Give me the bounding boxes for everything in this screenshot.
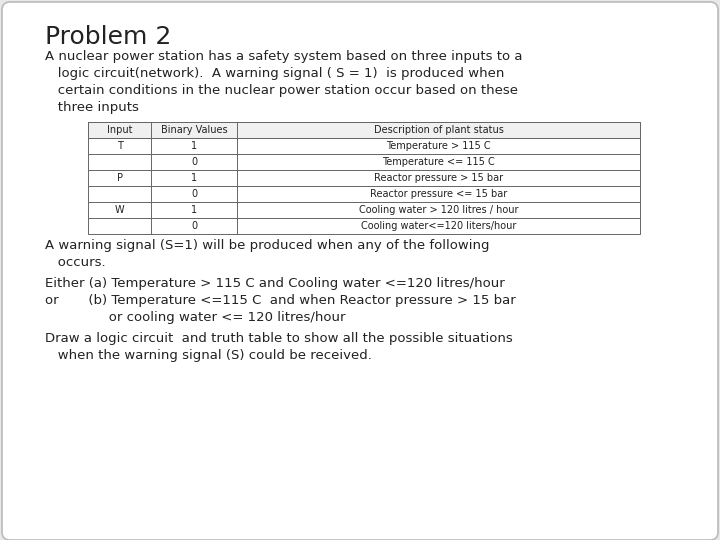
- Text: or       (b) Temperature <=115 C  and when Reactor pressure > 15 bar: or (b) Temperature <=115 C and when Reac…: [45, 294, 516, 307]
- Text: Cooling water > 120 litres / hour: Cooling water > 120 litres / hour: [359, 205, 518, 215]
- Text: Input: Input: [107, 125, 132, 135]
- Text: certain conditions in the nuclear power station occur based on these: certain conditions in the nuclear power …: [45, 84, 518, 97]
- Text: Reactor pressure > 15 bar: Reactor pressure > 15 bar: [374, 173, 503, 183]
- Text: Reactor pressure <= 15 bar: Reactor pressure <= 15 bar: [370, 189, 507, 199]
- Text: when the warning signal (S) could be received.: when the warning signal (S) could be rec…: [45, 349, 372, 362]
- Text: 1: 1: [192, 141, 197, 151]
- Bar: [88, 186, 640, 202]
- Bar: [88, 122, 640, 138]
- Text: Problem 2: Problem 2: [45, 25, 171, 49]
- Text: occurs.: occurs.: [45, 256, 106, 269]
- Text: Temperature > 115 C: Temperature > 115 C: [386, 141, 491, 151]
- Text: Binary Values: Binary Values: [161, 125, 228, 135]
- Text: A warning signal (S=1) will be produced when any of the following: A warning signal (S=1) will be produced …: [45, 239, 490, 252]
- Text: 0: 0: [192, 157, 197, 167]
- Text: or cooling water <= 120 litres/hour: or cooling water <= 120 litres/hour: [45, 311, 346, 324]
- Bar: [88, 170, 640, 186]
- Text: Draw a logic circuit  and truth table to show all the possible situations: Draw a logic circuit and truth table to …: [45, 332, 513, 345]
- Text: 0: 0: [192, 221, 197, 231]
- Bar: [88, 154, 640, 170]
- Bar: [88, 122, 640, 138]
- Bar: [88, 202, 640, 218]
- Text: A nuclear power station has a safety system based on three inputs to a: A nuclear power station has a safety sys…: [45, 50, 523, 63]
- Text: logic circuit(network).  A warning signal ( S = 1)  is produced when: logic circuit(network). A warning signal…: [45, 67, 505, 80]
- Text: 1: 1: [192, 205, 197, 215]
- Text: Cooling water<=120 liters/hour: Cooling water<=120 liters/hour: [361, 221, 516, 231]
- Text: three inputs: three inputs: [45, 101, 139, 114]
- Text: Description of plant status: Description of plant status: [374, 125, 503, 135]
- Text: 0: 0: [192, 189, 197, 199]
- Text: Temperature <= 115 C: Temperature <= 115 C: [382, 157, 495, 167]
- Text: W: W: [115, 205, 125, 215]
- Bar: [88, 218, 640, 234]
- Text: P: P: [117, 173, 122, 183]
- Text: Either (a) Temperature > 115 C and Cooling water <=120 litres/hour: Either (a) Temperature > 115 C and Cooli…: [45, 277, 505, 290]
- Text: T: T: [117, 141, 122, 151]
- Text: 1: 1: [192, 173, 197, 183]
- Bar: [88, 138, 640, 154]
